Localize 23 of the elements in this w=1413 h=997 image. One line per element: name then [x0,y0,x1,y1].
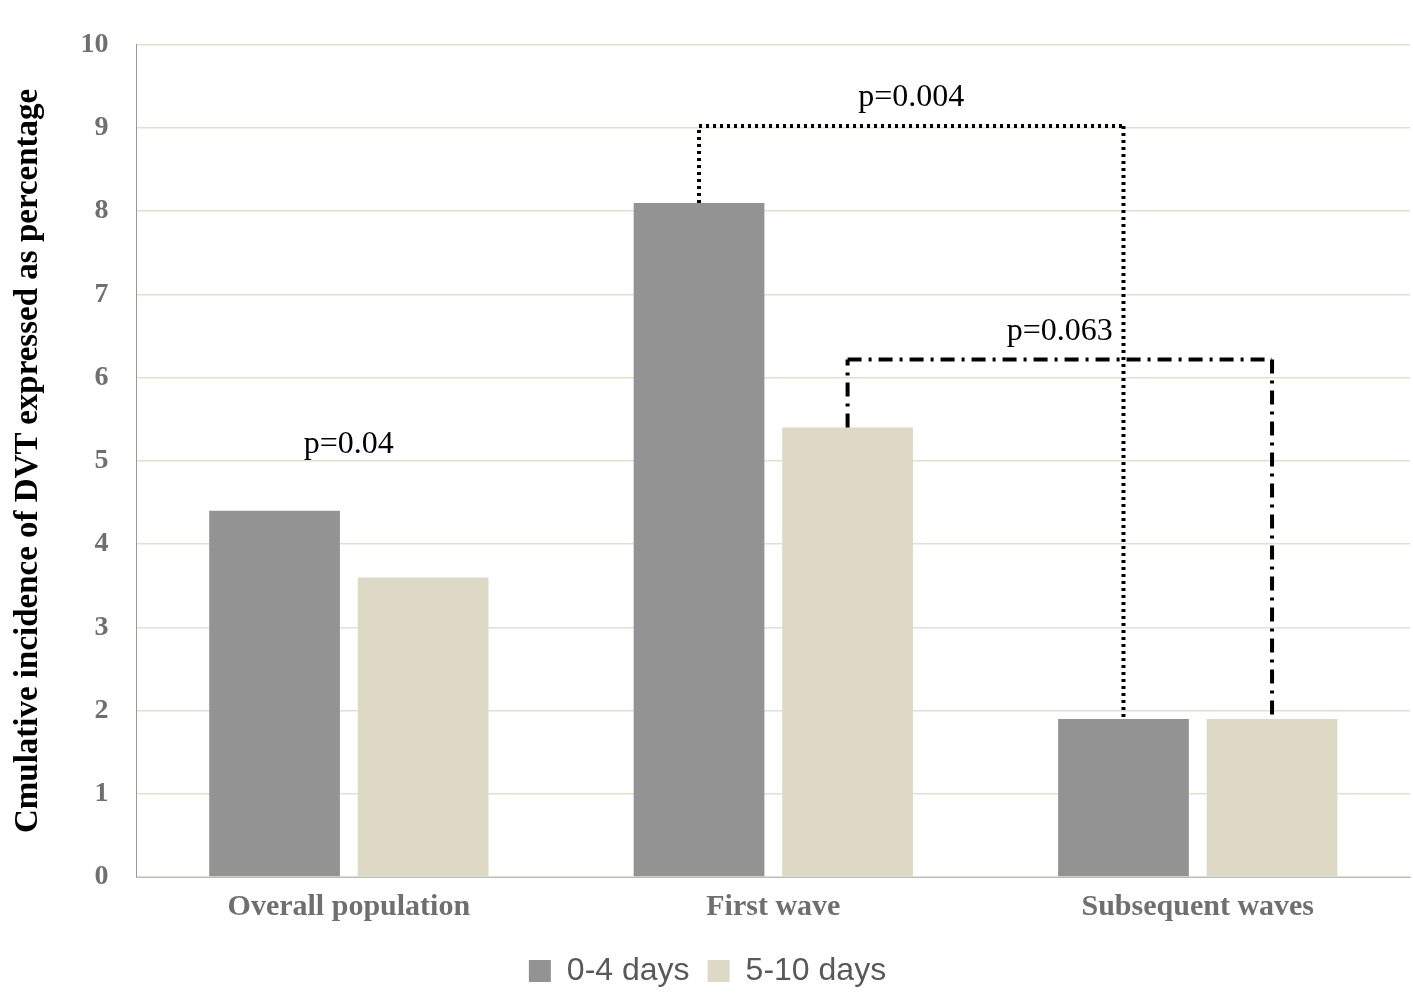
x-tick-label: First wave [706,887,841,921]
annotation: p=0.004 [858,77,965,114]
y-tick-label: 2 [94,692,109,724]
bar [209,510,340,877]
y-tick-label: 5 [94,443,109,475]
y-tick-label: 9 [94,110,109,142]
x-tick-label: Subsequent waves [1081,887,1315,921]
legend-label: 0-4 days [566,950,690,987]
y-tick-label: 6 [94,359,109,391]
legend-label: 5-10 days [745,950,887,987]
y-tick-label: 8 [94,193,109,225]
y-tick-label: 0 [94,859,109,891]
y-tick-label: 4 [94,526,109,558]
bar [633,202,765,877]
x-tick-label: Overall population [227,887,471,921]
y-tick-label: 10 [80,27,109,59]
y-tick-label: 7 [94,276,109,308]
bar [1058,718,1189,877]
annotation: p=0.04 [303,424,394,461]
y-tick-label: 1 [94,776,109,808]
y-axis-title: Cmulative incidence of DVT expressed as percentage [8,88,45,834]
y-tick-label: 3 [94,609,109,641]
annotation: p=0.063 [1006,311,1113,348]
